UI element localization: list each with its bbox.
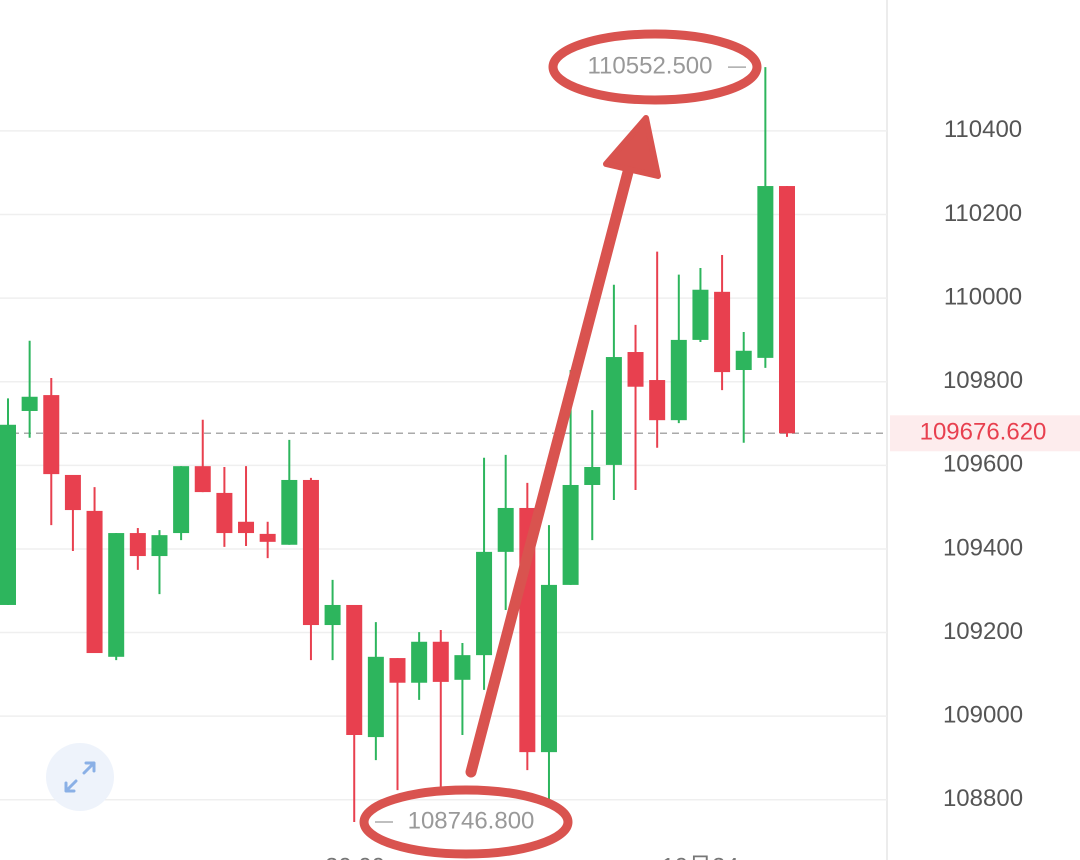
y-tick-label: 110400 (944, 116, 1022, 143)
annotations: 110552.500 108746.800 (359, 29, 762, 859)
candle-body (692, 289, 709, 340)
expand-circle[interactable] (46, 743, 114, 811)
y-tick-label: 109200 (943, 618, 1023, 645)
candle-body (64, 474, 81, 511)
candle-body (757, 186, 774, 358)
candle-body (670, 339, 687, 421)
candle-body (605, 357, 622, 465)
last-price-label: 109676.620 (920, 419, 1047, 446)
candle-body (584, 467, 601, 485)
low-marker-label: 108746.800 (408, 807, 535, 834)
arrow-shaft (465, 166, 634, 778)
y-tick-label: 110000 (944, 283, 1022, 310)
highlight-ellipse (359, 785, 573, 859)
x-tick-label: 20:00 (325, 853, 385, 860)
y-tick-label: 109000 (943, 702, 1023, 729)
y-tick-label: 109600 (943, 451, 1023, 478)
y-tick-label: 110200 (944, 200, 1022, 227)
candle-body (302, 479, 319, 626)
candles (0, 67, 795, 823)
candle-body (562, 484, 579, 585)
candle-body (627, 352, 644, 387)
candle-body (43, 395, 60, 475)
high-marker-label: 110552.500 (587, 52, 712, 79)
candle-body (476, 551, 493, 656)
candle-body (108, 533, 125, 657)
candle-body (194, 466, 211, 493)
candle-body (0, 424, 16, 605)
grid (0, 130, 887, 801)
expand-button[interactable] (46, 743, 114, 811)
labels: 108800 109000 109200 109400 109600 109800 1100… (325, 116, 1080, 860)
y-tick-label: 109800 (943, 367, 1023, 394)
candle-body (411, 641, 428, 683)
candle-body (281, 479, 298, 545)
candle-body (216, 492, 233, 534)
last-price-box (890, 415, 1080, 452)
candle-body (779, 186, 795, 434)
y-tick-label: 109400 (943, 534, 1023, 561)
arrow-head (603, 115, 661, 179)
candle-body (540, 584, 557, 753)
candle-body (21, 396, 38, 411)
candle-body (324, 604, 341, 626)
x-tick-label: 10月24 (661, 853, 738, 860)
candle-body (389, 658, 406, 683)
candle-body (238, 521, 255, 534)
candle-body (367, 656, 384, 738)
candle-body (454, 655, 471, 680)
candle-body (497, 507, 514, 552)
highlight-ellipse (548, 29, 762, 105)
candle-body (432, 641, 449, 682)
candle-body (173, 466, 190, 534)
candle-body (129, 533, 146, 557)
candle-body (346, 604, 363, 735)
candle-body (86, 510, 103, 654)
candle-body (735, 350, 752, 371)
candle-body (259, 533, 276, 542)
candle-body (649, 380, 666, 421)
candle-body (714, 291, 731, 373)
y-tick-label: 108800 (943, 785, 1023, 812)
candle-body (151, 535, 168, 557)
expand-icon (64, 761, 96, 793)
